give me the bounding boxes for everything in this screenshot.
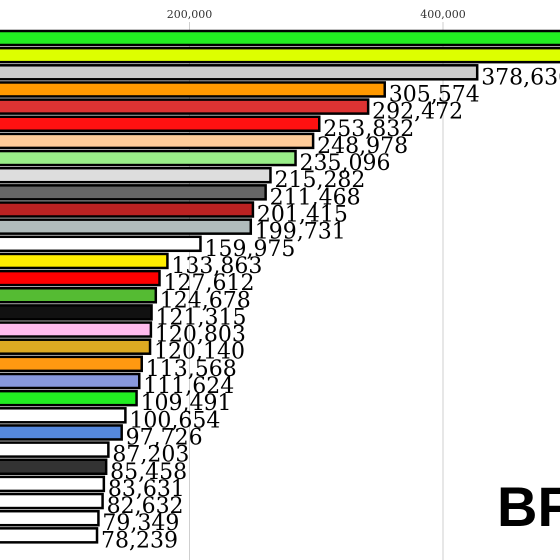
bar-value-label: 248,978 [317,134,408,159]
bar [0,321,153,338]
bar-value-label: 201,415 [257,203,348,228]
bar-value-label: 199,731 [255,220,346,245]
x-tick-label: 200,000 [167,8,213,21]
bar [0,29,560,47]
overlay-text: BF [497,475,560,538]
bar [0,115,321,132]
bar [0,98,370,115]
bar [0,355,143,373]
bar-value-label: 85,458 [110,460,187,485]
bar [0,269,161,287]
bar-value-label: 124,678 [160,288,251,313]
bar [0,132,315,150]
bar-value-label: 215,282 [274,168,365,193]
bar [0,441,110,458]
value-labels: 378,630305,574292,472253,832248,978235,0… [101,65,560,553]
bar-value-label: 87,203 [112,443,189,468]
bar-value-label: 159,975 [204,237,295,262]
bar [0,235,202,253]
bar-value-label: 83,631 [108,477,185,502]
bar-value-label: 109,491 [141,391,232,416]
bar [0,64,479,81]
bar-value-label: 292,472 [372,100,463,125]
bar [0,287,158,304]
bar-value-label: 235,096 [300,151,391,176]
bar-value-label: 78,239 [101,528,178,553]
bar [0,81,386,98]
bar [0,492,104,510]
bars [0,29,560,544]
bar [0,149,297,167]
bar-value-label: 127,612 [164,271,255,296]
x-axis-ticks: 200,000 400,000 [167,8,466,21]
bar-value-label: 120,140 [154,340,245,365]
bar-value-label: 113,568 [146,357,237,382]
bar [0,201,255,218]
bar [0,458,108,475]
bar [0,372,141,390]
bar-value-label: 97,726 [126,425,203,450]
bar-value-label: 120,803 [155,323,246,348]
bar [0,475,106,493]
bar [0,184,267,201]
bar [0,509,100,527]
x-tick-label: 400,000 [420,8,466,21]
bar [0,424,123,441]
bar-value-label: 100,654 [129,408,220,433]
bar [0,46,560,64]
bar [0,527,99,544]
bar [0,304,153,321]
bar-value-label: 111,624 [143,374,234,399]
bar-value-label: 211,468 [270,185,361,210]
bar-value-label: 133,863 [171,254,262,279]
bar [0,407,127,424]
bar-value-label: 79,349 [102,511,179,536]
bar [0,252,169,270]
bar-value-label: 378,630 [481,65,560,90]
bar-value-label: 253,832 [323,117,414,142]
bar [0,389,138,407]
bar-value-label: 82,632 [107,494,184,519]
bar-value-label: 305,574 [389,82,480,107]
bar [0,218,253,235]
bar [0,166,272,184]
bar [0,338,152,355]
bar-value-label: 121,315 [156,305,247,330]
